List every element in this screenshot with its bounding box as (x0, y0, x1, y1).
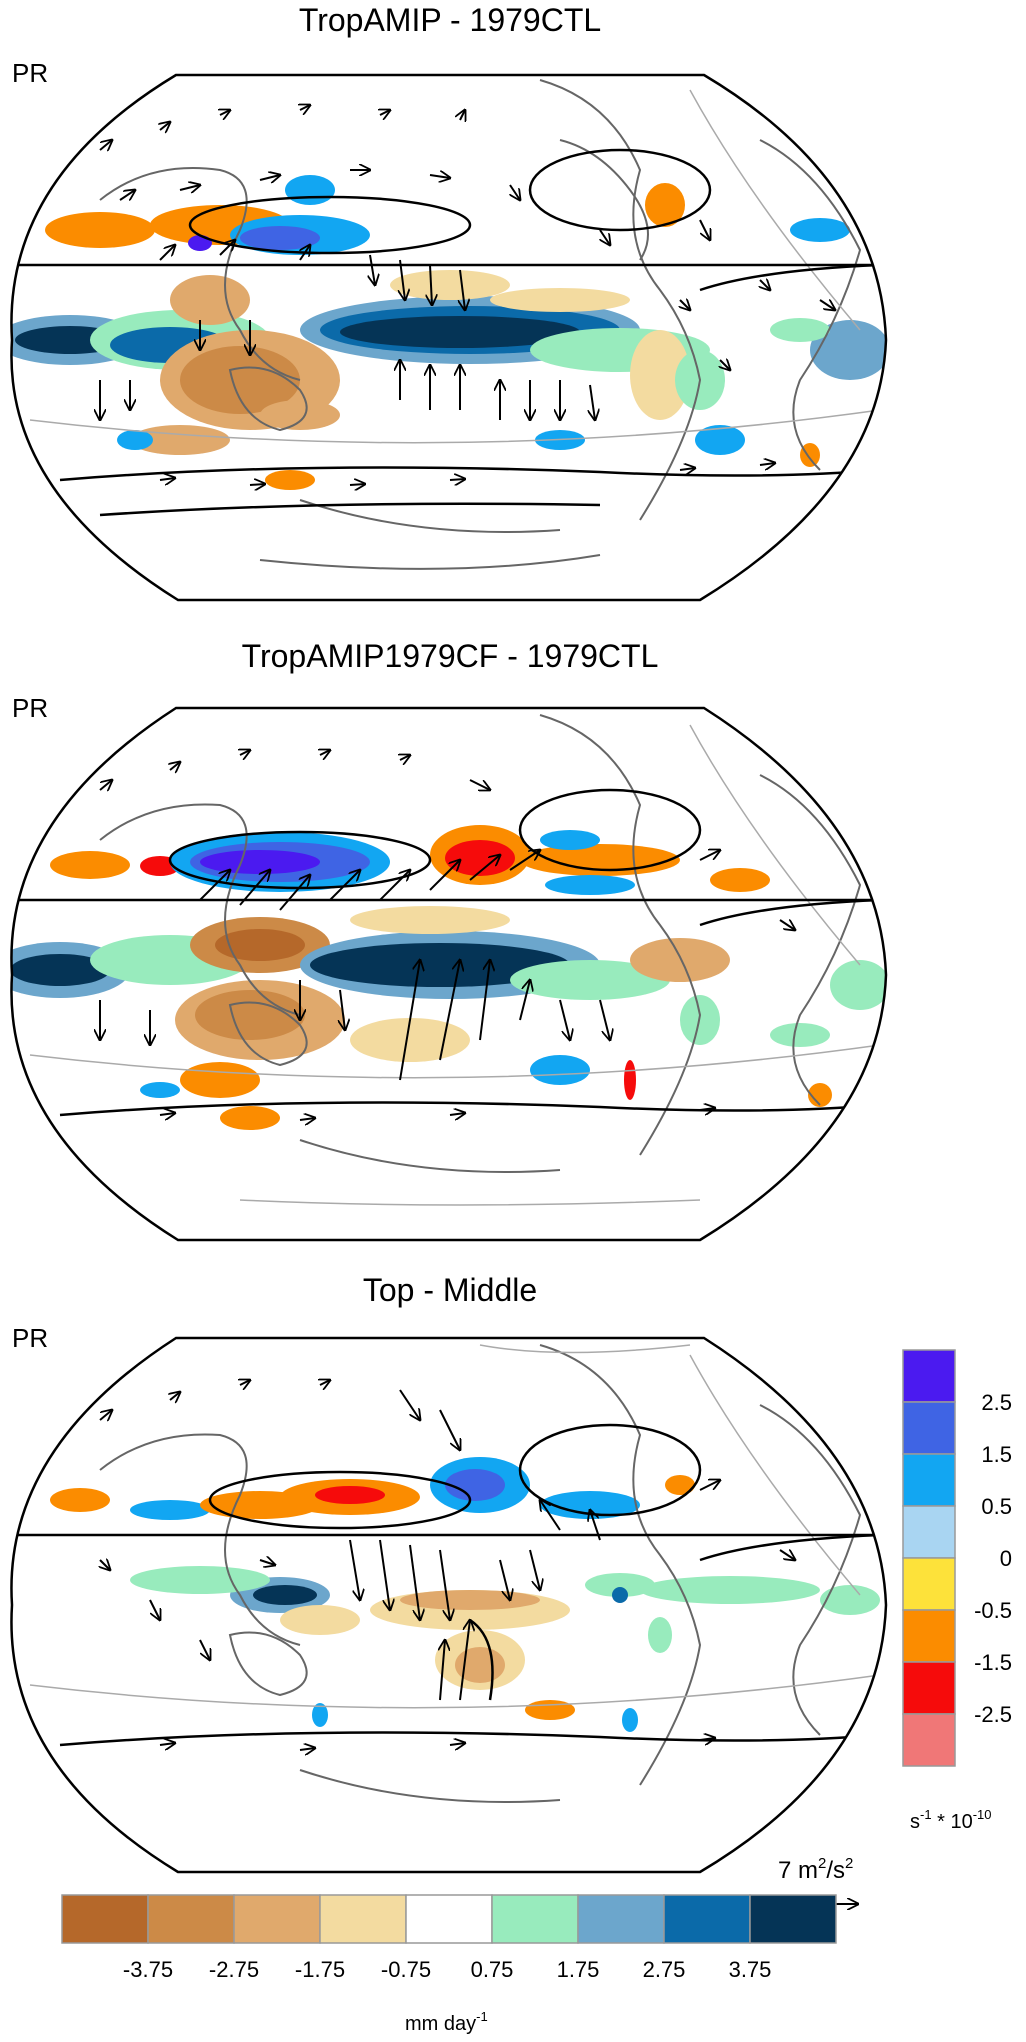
vorticity-colorbar-swatch (902, 1713, 956, 1767)
vorticity-colorbar-tick: 1.5 (981, 1442, 1012, 1467)
precip-colorbar-swatch (491, 1894, 579, 1944)
precip-colorbar-swatch (147, 1894, 235, 1944)
precip-colorbar-tick: 3.75 (729, 1957, 772, 1982)
precip-colorbar-tick: 0.75 (471, 1957, 514, 1982)
vorticity-colorbar-swatch (902, 1609, 956, 1663)
contours-bottom (12, 1423, 886, 1747)
map-panel-top (10, 73, 888, 602)
vorticity-colorbar: 2.5 1.5 0.5 0 -0.5 -1.5 -2.5 s-1 * 10-10 (902, 1349, 1012, 1833)
precip-unit-label: mm day-1 (405, 2009, 488, 2035)
map-frame-top (10, 73, 888, 602)
gridlines-bottom (29, 1344, 881, 1709)
precip-colorbar-tick: -3.75 (123, 1957, 173, 1982)
precip-field-middle (11, 906, 886, 1062)
precip-colorbar-swatch (405, 1894, 493, 1944)
precip-colorbar-tick: 1.75 (557, 1957, 600, 1982)
precip-colorbar-swatch (663, 1894, 751, 1944)
precip-colorbar-tick: -1.75 (295, 1957, 345, 1982)
vorticity-colorbar-tick: 0.5 (981, 1494, 1012, 1519)
contours-top (12, 148, 886, 517)
panel-title-top: TropAMIP - 1979CTL (298, 2, 602, 38)
precip-colorbar: -3.75 -2.75 -1.75 -0.75 0.75 1.75 2.75 3.75 mm … (61, 1894, 837, 2035)
vorticity-field-bottom (50, 1457, 695, 1732)
gridlines-middle (29, 724, 881, 1206)
map-frame-middle (10, 706, 888, 1242)
vorticity-colorbar-tick: 0 (1000, 1546, 1012, 1571)
wind-vectors-bottom (100, 1380, 795, 1750)
map-frame-bottom (10, 1336, 888, 1874)
precip-colorbar-tick: 2.75 (643, 1957, 686, 1982)
precip-field-bottom (130, 1566, 880, 1690)
coastlines-bottom (99, 1344, 862, 1803)
vorticity-colorbar-swatch (902, 1401, 956, 1455)
precip-colorbar-swatch (61, 1894, 149, 1944)
vorticity-colorbar-swatch (902, 1349, 956, 1403)
vorticity-colorbar-tick: -2.5 (974, 1702, 1012, 1727)
precip-colorbar-swatch (233, 1894, 321, 1944)
precip-colorbar-swatch (577, 1894, 665, 1944)
vorticity-colorbar-swatch (902, 1505, 956, 1559)
wind-vectors-top (100, 105, 835, 485)
map-panel-bottom (10, 1336, 888, 1874)
precip-colorbar-swatch (319, 1894, 407, 1944)
variable-label-top: PR (12, 58, 49, 88)
vorticity-colorbar-tick: -0.5 (974, 1598, 1012, 1623)
map-panel-middle (10, 706, 888, 1242)
vorticity-colorbar-tick: -1.5 (974, 1650, 1012, 1675)
panel-title-middle: TropAMIP1979CF - 1979CTL (241, 638, 659, 674)
precip-field-top (11, 270, 886, 455)
variable-label-bottom: PR (12, 1323, 49, 1353)
reference-vector-label: 7 m2/s2 (778, 1855, 853, 1884)
reference-vector: 7 m2/s2 (778, 1855, 858, 1904)
vorticity-unit-label: s-1 * 10-10 (910, 1807, 992, 1833)
vorticity-field-top (45, 175, 850, 490)
precip-colorbar-tick: -0.75 (381, 1957, 431, 1982)
contours-middle (12, 788, 886, 1117)
precip-colorbar-tick: -2.75 (209, 1957, 259, 1982)
gridlines-top (29, 89, 881, 444)
variable-label-middle: PR (12, 693, 49, 723)
vorticity-colorbar-swatch (902, 1661, 956, 1715)
vorticity-colorbar-tick: 2.5 (981, 1390, 1012, 1415)
coastlines-middle (99, 714, 862, 1173)
precip-colorbar-swatch (749, 1894, 837, 1944)
vorticity-colorbar-swatch (902, 1453, 956, 1507)
vorticity-colorbar-swatch (902, 1557, 956, 1611)
panel-title-bottom: Top - Middle (362, 1272, 538, 1308)
wind-vectors-middle (100, 750, 795, 1120)
